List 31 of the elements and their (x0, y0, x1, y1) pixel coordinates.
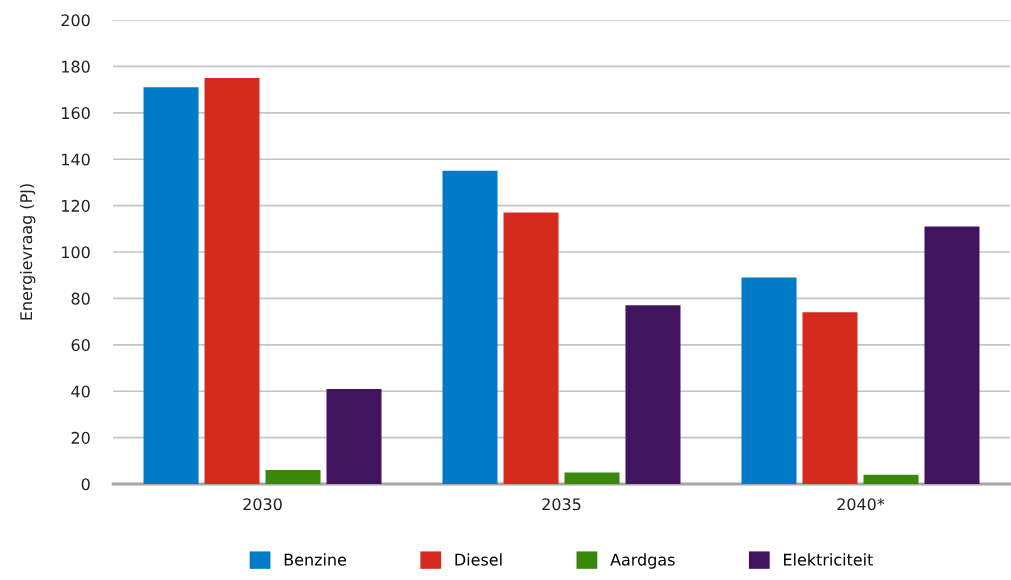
y-tick-label: 60 (71, 339, 90, 352)
y-tick-label: 80 (71, 292, 90, 305)
y-axis-title: Energievraag (PJ) (19, 184, 36, 320)
x-tick-label: 2040* (837, 498, 885, 511)
legend-label: Aardgas (610, 553, 675, 569)
bar (564, 472, 620, 485)
y-tick-label: 0 (81, 478, 90, 491)
bar (625, 305, 681, 485)
bar (503, 212, 559, 485)
y-tick-label: 140 (62, 153, 90, 166)
x-tick-label: 2035 (542, 498, 581, 511)
bar (924, 226, 980, 485)
y-tick-label: 120 (62, 199, 90, 212)
legend-label: Benzine (284, 553, 347, 566)
bar (802, 312, 858, 485)
bar (265, 470, 321, 485)
y-tick-label: 200 (61, 14, 90, 27)
y-tick-label: 100 (62, 246, 90, 259)
bar (863, 474, 919, 485)
y-tick-label: 160 (62, 107, 90, 120)
y-tick-label: 20 (71, 431, 90, 444)
y-tick-label: 180 (62, 60, 90, 73)
legend-label: Elektriciteit (784, 553, 873, 566)
bar (326, 388, 382, 485)
x-tick-label: 2030 (243, 498, 282, 511)
bar (741, 277, 797, 485)
bar (204, 78, 260, 485)
bar (442, 170, 498, 485)
legend-label: Diesel (455, 553, 502, 566)
y-tick-label: 40 (71, 385, 90, 398)
bar (143, 87, 199, 485)
